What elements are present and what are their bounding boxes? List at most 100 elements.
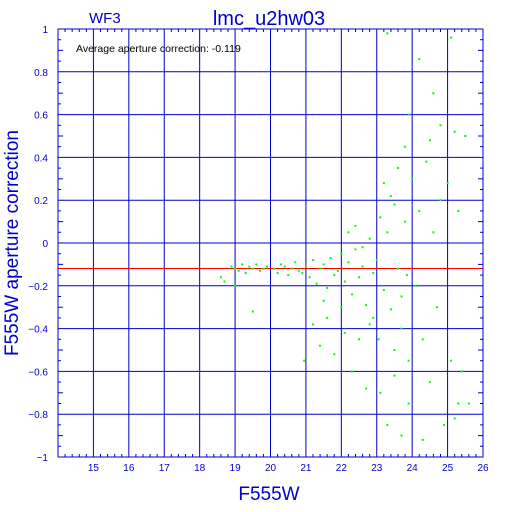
data-point xyxy=(255,263,258,266)
data-point xyxy=(428,381,431,384)
data-point xyxy=(336,269,339,272)
data-point xyxy=(251,310,254,313)
data-point xyxy=(400,327,403,330)
y-tick-label: 0.2 xyxy=(34,196,48,207)
y-tick-label: 1 xyxy=(42,25,48,36)
data-point xyxy=(294,261,297,264)
data-point xyxy=(276,271,279,274)
data-point xyxy=(405,274,408,277)
data-point xyxy=(457,209,460,212)
data-point xyxy=(372,271,375,274)
data-point xyxy=(361,246,364,249)
x-tick-label: 18 xyxy=(194,463,206,474)
data-point xyxy=(265,265,268,268)
y-axis-title: F555W aperture correction xyxy=(2,130,23,356)
data-point xyxy=(251,267,254,270)
y-tick-label: 0.8 xyxy=(34,68,48,79)
data-point xyxy=(418,57,421,60)
data-point xyxy=(350,293,353,296)
y-tick-label: 0.6 xyxy=(34,111,48,122)
data-point xyxy=(432,92,435,95)
data-point xyxy=(372,316,375,319)
x-tick-label: 17 xyxy=(159,463,171,474)
data-point xyxy=(464,135,467,137)
data-point xyxy=(368,323,371,326)
data-point xyxy=(308,276,311,279)
points-layer xyxy=(219,32,470,441)
data-point xyxy=(322,263,325,266)
data-point xyxy=(407,359,410,362)
data-point xyxy=(407,113,410,116)
y-tick-label: −1 xyxy=(37,453,49,464)
data-point xyxy=(425,160,428,163)
x-tick-label: 19 xyxy=(230,463,242,474)
data-point xyxy=(386,32,389,35)
data-point xyxy=(393,349,396,351)
data-point xyxy=(397,167,399,170)
data-point xyxy=(219,276,222,279)
data-point xyxy=(350,370,353,373)
data-point xyxy=(315,282,318,285)
chart-title: lmc_u2hw03 xyxy=(213,8,325,30)
data-point xyxy=(450,359,453,362)
data-point xyxy=(273,267,276,270)
data-point xyxy=(343,331,346,334)
x-tick-label: 22 xyxy=(336,463,348,474)
x-tick-label: 24 xyxy=(407,463,419,474)
data-point xyxy=(418,209,421,212)
data-point xyxy=(301,271,304,274)
data-point xyxy=(241,263,244,266)
data-point xyxy=(312,259,314,262)
data-point xyxy=(407,402,410,405)
data-point xyxy=(365,387,368,390)
data-point xyxy=(467,402,470,405)
average-correction-annotation: Average aperture correction: -0.119 xyxy=(76,43,241,55)
data-point xyxy=(428,139,431,142)
data-point xyxy=(446,182,449,185)
data-point xyxy=(400,295,403,298)
data-point xyxy=(319,267,322,270)
y-tick-label: −0.2 xyxy=(28,282,48,293)
data-point xyxy=(322,299,325,302)
x-axis-title: F555W xyxy=(238,484,299,505)
data-point xyxy=(389,308,392,311)
data-point xyxy=(258,269,261,272)
data-point xyxy=(450,36,453,39)
x-tick-label: 20 xyxy=(265,463,277,474)
data-point xyxy=(365,304,368,307)
data-point xyxy=(326,316,329,319)
data-point xyxy=(223,280,226,283)
data-point xyxy=(333,353,336,356)
data-point xyxy=(400,434,403,437)
data-point xyxy=(375,259,378,262)
data-point xyxy=(368,237,371,240)
data-point xyxy=(386,423,389,426)
data-point xyxy=(411,177,414,180)
data-point xyxy=(347,261,350,264)
data-point xyxy=(280,263,283,266)
data-point xyxy=(283,265,286,268)
data-point xyxy=(304,265,307,268)
data-point xyxy=(237,269,240,272)
data-point xyxy=(439,199,442,202)
x-tick-label: 21 xyxy=(300,463,312,474)
data-point xyxy=(248,265,251,268)
data-point xyxy=(457,402,460,405)
data-point xyxy=(287,274,290,277)
data-point xyxy=(439,124,442,127)
plot-frame xyxy=(57,28,484,458)
data-point xyxy=(358,276,361,279)
data-point xyxy=(312,323,314,326)
data-point xyxy=(244,271,247,274)
data-point xyxy=(234,267,237,270)
data-point xyxy=(453,417,456,420)
x-tick-label: 15 xyxy=(88,463,100,474)
data-point xyxy=(443,423,446,426)
data-point xyxy=(421,438,424,441)
x-tick-labels: 15 16 17 18 19 20 21 22 23 24 25 26 xyxy=(88,463,489,474)
data-point xyxy=(377,338,380,341)
data-point xyxy=(435,306,438,309)
data-point xyxy=(414,284,417,287)
data-point xyxy=(421,338,424,341)
